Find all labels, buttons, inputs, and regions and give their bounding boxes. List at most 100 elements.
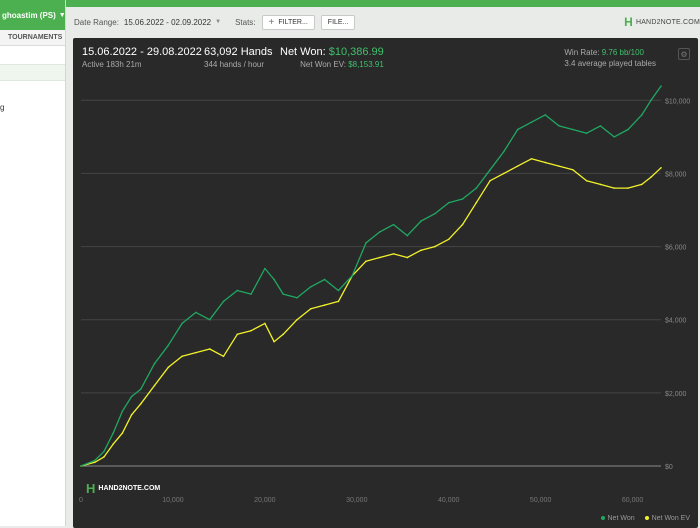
x-tick-label: 60,000 [622, 497, 644, 504]
hand2note-logo-icon: H [624, 15, 633, 29]
data-point [475, 201, 478, 204]
file-button[interactable]: FILE... [320, 14, 356, 30]
net-won-ev-label: Net Won EV: [300, 60, 346, 69]
file-button-label: FILE... [327, 18, 349, 26]
hand2note-logo-icon: H [86, 481, 96, 496]
data-point [572, 128, 574, 131]
chart-watermark: H HAND2NOTE.COM [86, 481, 160, 496]
data-point [434, 245, 436, 248]
legend-item-net-won[interactable]: Net Won [600, 515, 635, 522]
data-point [530, 121, 533, 124]
tab-tournaments-label: TOURNAMENTS [8, 34, 63, 41]
data-point [599, 125, 602, 127]
data-point [310, 307, 312, 310]
data-point [640, 114, 643, 116]
data-point [282, 333, 285, 336]
settings-icon[interactable]: ⚙ [678, 48, 690, 60]
data-point [130, 414, 133, 416]
sidebar: ghoastim (PS) ▼ TOURNAMENTS g [0, 0, 66, 526]
data-point [613, 187, 615, 189]
win-rate-block: Win Rate: 9.76 bb/100 3.4 average played… [564, 47, 656, 69]
report-header: Date Range: 15.06.2022 - 02.09.2022 ▼ St… [66, 7, 700, 37]
watermark-text: HAND2NOTE.COM [98, 485, 161, 492]
y-tick-label: $0 [665, 464, 673, 471]
net-won-block: Net Won: $10,386.99 Net Won EV: $8,153.9… [280, 46, 384, 69]
data-point [660, 85, 662, 87]
win-rate-label: Win Rate: [564, 48, 600, 57]
data-point [112, 443, 114, 445]
x-tick-label: 40,000 [438, 497, 460, 504]
hands-block: 63,092 Hands 344 hands / hour [204, 46, 273, 69]
x-tick-label: 10,000 [162, 497, 184, 504]
chevron-down-icon[interactable]: ▼ [215, 19, 222, 25]
player-label: ghoastim (PS) [2, 10, 56, 20]
data-point [640, 183, 643, 186]
data-point [558, 165, 560, 167]
data-point [337, 300, 340, 303]
data-point [250, 293, 252, 295]
data-point [420, 220, 422, 222]
filter-button[interactable]: + FILTER... [261, 14, 315, 30]
top-accent-bar [0, 0, 700, 7]
data-point [273, 278, 275, 281]
data-point [392, 223, 395, 226]
data-point [420, 249, 422, 252]
sidebar-selected-row[interactable] [0, 64, 65, 81]
data-point [236, 289, 239, 292]
data-point [392, 253, 395, 255]
tab-tournaments[interactable]: TOURNAMENTS [0, 30, 65, 46]
date-range-select[interactable]: 15.06.2022 - 02.09.2022 [123, 17, 212, 27]
hand2note-logo[interactable]: H HAND2NOTE.COM [624, 15, 700, 29]
data-point [112, 432, 114, 434]
y-tick-label: $10,000 [665, 98, 690, 105]
period-block: 15.06.2022 - 29.08.2022 Active 183h 21m [82, 46, 202, 69]
filter-button-label: FILTER... [278, 18, 308, 26]
data-point [585, 179, 588, 182]
data-point [264, 267, 266, 270]
data-point [599, 183, 602, 186]
data-point [130, 395, 133, 398]
graph-panel: $0 $2,000 $4,000 $6,000 $8,000 $10,000 0 10,000… [73, 38, 698, 528]
data-point [264, 322, 266, 325]
data-point [627, 128, 629, 131]
legend-label-net-won: Net Won [607, 515, 635, 522]
sidebar-item-fragment[interactable]: g [0, 103, 5, 112]
data-point [103, 450, 105, 453]
data-point [296, 318, 298, 321]
data-point [406, 234, 409, 237]
y-tick-label: $4,000 [665, 318, 687, 325]
data-point [558, 125, 560, 127]
profit-chart[interactable]: $0 $2,000 $4,000 $6,000 $8,000 $10,000 0 10,000… [73, 38, 698, 528]
data-point [544, 161, 547, 164]
win-rate-value: 9.76 bb/100 [601, 48, 644, 57]
data-point [660, 166, 662, 169]
data-point [208, 348, 211, 350]
data-point [208, 318, 211, 321]
data-point [222, 300, 225, 303]
data-point [516, 165, 519, 167]
y-tick-label: $2,000 [665, 391, 687, 398]
data-point [323, 278, 326, 281]
data-point [544, 114, 547, 116]
data-point [351, 275, 353, 277]
date-range-label: Date Range: [74, 17, 119, 27]
data-point [323, 304, 326, 306]
data-point [181, 355, 183, 358]
x-tick-label: 20,000 [254, 497, 276, 504]
x-tick-label: 0 [79, 497, 83, 504]
data-point [613, 136, 615, 138]
data-point [153, 362, 156, 365]
data-point [80, 465, 82, 467]
data-point [273, 340, 275, 343]
data-point [195, 311, 197, 314]
net-won-value: $10,386.99 [328, 46, 384, 58]
data-point [406, 256, 409, 259]
series-line-net-won-ev [80, 158, 662, 467]
legend-item-net-won-ev[interactable]: Net Won EV [644, 515, 690, 522]
data-point [236, 333, 239, 336]
x-tick-label: 50,000 [530, 497, 552, 504]
player-selector[interactable]: ghoastim (PS) ▼ [0, 0, 65, 30]
stats-label: Stats: [235, 17, 256, 27]
x-tick-label: 30,000 [346, 497, 368, 504]
y-tick-label: $6,000 [665, 245, 687, 252]
